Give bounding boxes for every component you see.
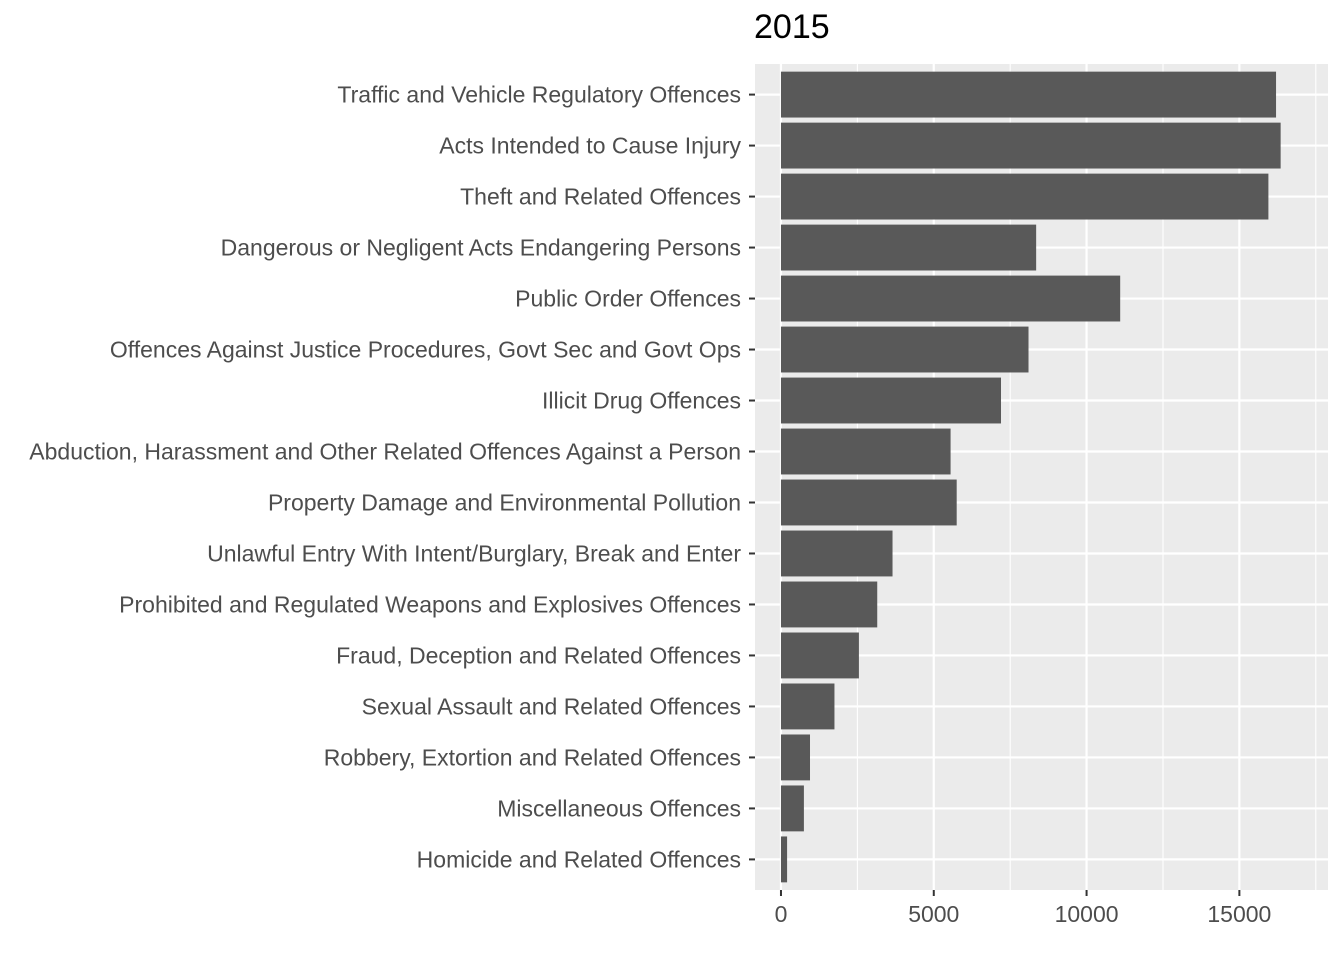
y-tick-label: Acts Intended to Cause Injury [439, 133, 741, 159]
y-tick-label: Homicide and Related Offences [417, 846, 741, 872]
y-tick-label: Property Damage and Environmental Pollut… [268, 489, 741, 515]
bar [780, 173, 1269, 220]
bar [780, 836, 788, 883]
bar [780, 785, 804, 832]
y-tick-label: Abduction, Harassment and Other Related … [29, 439, 741, 465]
bar [780, 683, 835, 730]
y-tick-label: Fraud, Deception and Related Offences [336, 642, 741, 668]
bar [780, 275, 1121, 322]
y-tick-label: Unlawful Entry With Intent/Burglary, Bre… [207, 540, 741, 566]
bars [780, 71, 1281, 883]
bar [780, 326, 1029, 373]
y-tick-label: Miscellaneous Offences [497, 795, 741, 821]
bar [780, 734, 811, 781]
x-tick-label: 5000 [908, 901, 959, 927]
bar [780, 479, 957, 526]
bar [780, 428, 951, 475]
bar [780, 122, 1281, 169]
x-tick-label: 0 [775, 901, 788, 927]
y-tick-label: Dangerous or Negligent Acts Endangering … [221, 235, 741, 261]
bar [780, 632, 859, 679]
y-tick-label: Theft and Related Offences [460, 184, 741, 210]
bar [780, 581, 878, 628]
chart-title: 2015 [754, 8, 830, 46]
y-tick-label: Robbery, Extortion and Related Offences [324, 744, 741, 770]
bar [780, 530, 893, 577]
y-tick-label: Traffic and Vehicle Regulatory Offences [337, 82, 741, 108]
y-tick-label: Illicit Drug Offences [542, 388, 741, 414]
y-axis: Traffic and Vehicle Regulatory Offences A… [29, 82, 755, 872]
x-tick-label: 10000 [1055, 901, 1119, 927]
y-tick-label: Prohibited and Regulated Weapons and Exp… [119, 591, 741, 617]
bar [780, 377, 1002, 424]
x-tick-label: 15000 [1207, 901, 1271, 927]
y-tick-label: Sexual Assault and Related Offences [362, 693, 741, 719]
bar [780, 71, 1277, 118]
bar [780, 224, 1037, 271]
y-tick-label: Public Order Offences [515, 286, 741, 312]
y-tick-label: Offences Against Justice Procedures, Gov… [110, 337, 741, 363]
x-axis: 0 5000 10000 15000 [775, 890, 1271, 927]
